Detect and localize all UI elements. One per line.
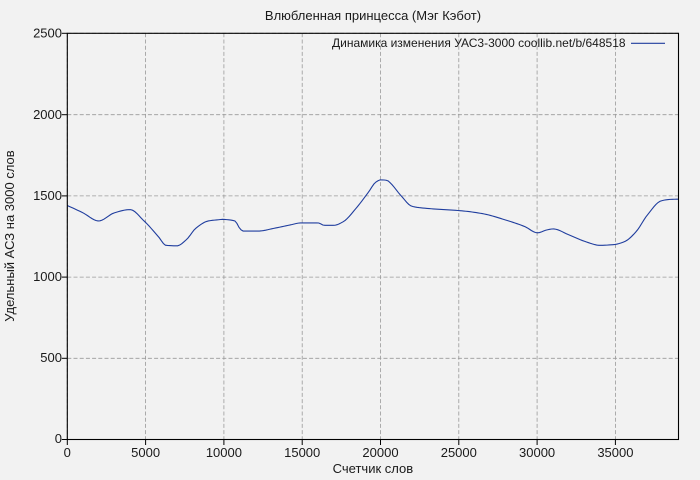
svg-text:30000: 30000 (519, 445, 555, 460)
svg-text:20000: 20000 (362, 445, 398, 460)
svg-text:5000: 5000 (131, 445, 160, 460)
svg-text:15000: 15000 (284, 445, 320, 460)
svg-text:1500: 1500 (33, 188, 62, 203)
svg-text:2000: 2000 (33, 107, 62, 122)
svg-text:Счетчик слов: Счетчик слов (333, 461, 414, 476)
svg-text:25000: 25000 (441, 445, 477, 460)
svg-text:2500: 2500 (33, 26, 62, 41)
svg-text:35000: 35000 (597, 445, 633, 460)
svg-text:Динамика изменения УАС3-3000 c: Динамика изменения УАС3-3000 coollib.net… (332, 36, 626, 50)
svg-text:0: 0 (55, 431, 62, 446)
svg-text:500: 500 (40, 350, 62, 365)
svg-text:0: 0 (64, 445, 71, 460)
svg-text:Удельный АСЗ на 3000 слов: Удельный АСЗ на 3000 слов (2, 150, 17, 321)
svg-text:10000: 10000 (206, 445, 242, 460)
svg-text:Влюбленная принцесса (Мэг Кэбо: Влюбленная принцесса (Мэг Кэбот) (265, 8, 481, 23)
svg-text:1000: 1000 (33, 269, 62, 284)
